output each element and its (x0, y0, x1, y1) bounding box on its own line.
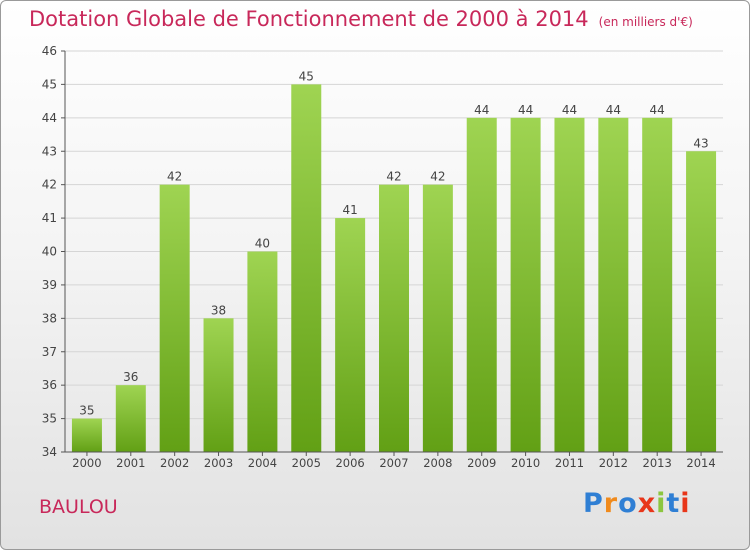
bar (247, 251, 278, 452)
bar (115, 385, 146, 452)
x-tick-label: 2002 (160, 456, 189, 470)
bar (686, 151, 717, 452)
y-axis-labels: 34 35 36 37 38 39 40 41 42 43 44 45 46 (42, 44, 57, 459)
y-tick-label: 44 (42, 111, 57, 125)
x-tick-label: 2009 (467, 456, 496, 470)
bar (466, 117, 497, 452)
bar (379, 184, 409, 452)
x-tick-label: 2006 (335, 456, 364, 470)
y-tick-label: 39 (42, 278, 57, 292)
commune-name: BAULOU (39, 496, 118, 518)
logo-letter: t (666, 488, 681, 519)
y-tick-label: 45 (42, 77, 57, 91)
bar (335, 218, 366, 452)
x-tick-label: 2014 (686, 456, 715, 470)
bar-value-label: 38 (211, 303, 226, 317)
bar-value-label: 42 (386, 170, 401, 184)
logo-letter: i (680, 488, 691, 519)
x-tick-label: 2003 (204, 456, 233, 470)
bar-value-label: 35 (79, 404, 94, 418)
bar (203, 318, 234, 452)
bar (291, 84, 322, 453)
x-tick-label: 2008 (423, 456, 452, 470)
bar-value-label: 36 (123, 370, 138, 384)
logo-letter: o (618, 488, 638, 519)
bar-value-label: 41 (342, 203, 357, 217)
chart-unit-label: (en milliers d'€) (598, 15, 693, 29)
y-tick-label: 42 (42, 178, 57, 192)
y-tick-label: 37 (42, 345, 57, 359)
x-tick-label: 2012 (599, 456, 628, 470)
y-tick-label: 43 (42, 144, 57, 158)
logo-letter: i (656, 488, 667, 519)
bars (71, 84, 717, 453)
logo-letter: r (603, 488, 619, 519)
x-tick-label: 2013 (643, 456, 672, 470)
bar (71, 418, 102, 452)
y-tick-label: 41 (42, 211, 57, 225)
x-tick-label: 2011 (555, 456, 584, 470)
x-tick-label: 2000 (72, 456, 101, 470)
bar (422, 184, 453, 452)
x-tick-label: 2001 (116, 456, 145, 470)
logo-letter: x (637, 488, 657, 519)
bar (554, 117, 585, 452)
bar-value-label: 44 (650, 103, 665, 117)
y-tick-label: 38 (42, 311, 57, 325)
x-axis-labels: 2000 2001 2002 2003 2004 2005 2006 2007 2008 2009… (72, 452, 716, 470)
y-tick-label: 36 (42, 378, 57, 392)
y-tick-label: 35 (42, 412, 57, 426)
bar-value-label: 44 (518, 103, 533, 117)
logo-letter: P (583, 488, 604, 519)
proxiti-logo: Proxiti (583, 488, 691, 519)
x-tick-label: 2010 (511, 456, 540, 470)
bar-value-label: 40 (255, 237, 270, 251)
bar (510, 117, 541, 452)
bar-value-label: 44 (606, 103, 621, 117)
bar-value-label: 45 (299, 69, 314, 83)
y-tick-label: 40 (42, 245, 57, 259)
y-tick-label: 46 (42, 44, 57, 58)
chart-title: Dotation Globale de Fonctionnement de 20… (29, 7, 693, 31)
bar (159, 184, 190, 452)
x-tick-label: 2004 (248, 456, 277, 470)
x-tick-label: 2005 (292, 456, 321, 470)
bar-value-label: 44 (474, 103, 489, 117)
bar-value-label: 44 (562, 103, 577, 117)
bar (598, 117, 629, 452)
data-labels: 35 36 42 38 40 45 41 42 42 44 44 44 44 44 43 (79, 69, 708, 417)
chart-title-text: Dotation Globale de Fonctionnement de 20… (29, 7, 589, 31)
bar-value-label: 43 (693, 136, 708, 150)
y-tick-label: 34 (42, 445, 57, 459)
bar-value-label: 42 (430, 170, 445, 184)
bar-value-label: 42 (167, 170, 182, 184)
bar (642, 117, 673, 452)
x-tick-label: 2007 (379, 456, 408, 470)
